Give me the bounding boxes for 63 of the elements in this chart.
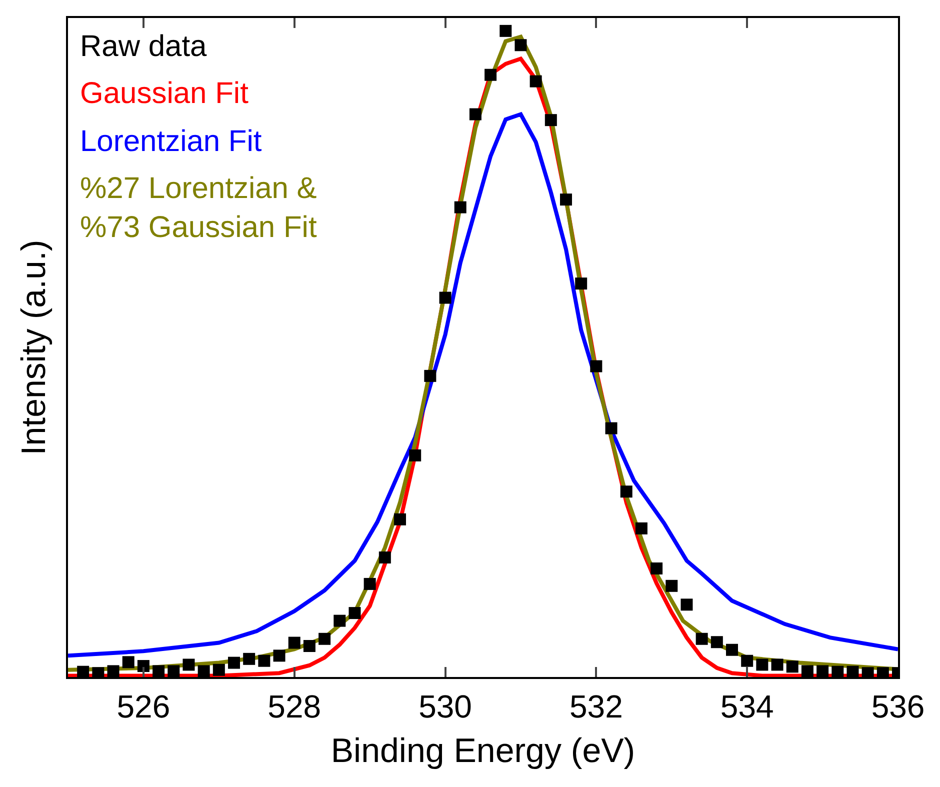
point bbox=[424, 370, 436, 382]
point bbox=[741, 654, 754, 667]
point bbox=[544, 114, 557, 126]
point bbox=[198, 665, 210, 677]
point bbox=[816, 665, 829, 677]
point bbox=[696, 632, 708, 645]
point bbox=[650, 562, 663, 574]
point bbox=[348, 607, 361, 620]
text: Gaussian Fit bbox=[80, 77, 250, 110]
x-tick-label: 530 bbox=[418, 688, 472, 724]
point bbox=[288, 636, 300, 649]
point bbox=[228, 656, 240, 669]
point bbox=[786, 660, 798, 673]
point bbox=[635, 522, 648, 534]
point bbox=[514, 39, 527, 52]
point bbox=[122, 656, 134, 668]
point bbox=[832, 666, 844, 677]
point bbox=[620, 486, 632, 498]
x-tick-label: 526 bbox=[116, 688, 170, 724]
point bbox=[484, 68, 497, 81]
point bbox=[77, 666, 90, 677]
point bbox=[152, 665, 165, 677]
point bbox=[394, 513, 406, 526]
point bbox=[364, 578, 376, 590]
point bbox=[575, 278, 588, 290]
point bbox=[334, 614, 346, 627]
x-tick-label: 536 bbox=[871, 688, 925, 724]
point bbox=[560, 194, 572, 206]
point bbox=[212, 664, 225, 676]
point bbox=[680, 598, 693, 611]
x-tick-label: 534 bbox=[720, 688, 774, 724]
point bbox=[409, 449, 422, 462]
text: %27 Lorentzian & %73 Gaussian Fit bbox=[80, 172, 318, 244]
y-axis-title: Intensity (a.u.) bbox=[15, 240, 54, 456]
point bbox=[710, 636, 723, 648]
point bbox=[318, 632, 331, 645]
point bbox=[590, 360, 602, 372]
point bbox=[303, 640, 316, 652]
point bbox=[258, 654, 270, 667]
point bbox=[666, 580, 678, 592]
point bbox=[846, 666, 859, 677]
point bbox=[137, 660, 150, 672]
point bbox=[182, 658, 195, 671]
point bbox=[756, 658, 768, 671]
point bbox=[469, 108, 482, 120]
point bbox=[605, 422, 618, 434]
point bbox=[530, 75, 542, 88]
point bbox=[168, 665, 180, 677]
x-tick-label: 532 bbox=[569, 688, 623, 724]
point bbox=[439, 292, 452, 304]
point bbox=[771, 658, 784, 671]
point bbox=[726, 644, 738, 656]
text: Lorentzian Fit bbox=[80, 125, 262, 158]
x-tick-label: 528 bbox=[268, 688, 322, 724]
point bbox=[273, 650, 286, 662]
x-axis-title: Binding Energy (eV) bbox=[330, 732, 636, 770]
point bbox=[454, 201, 466, 214]
point bbox=[378, 551, 391, 564]
point bbox=[500, 24, 512, 37]
point bbox=[107, 665, 120, 677]
point bbox=[243, 652, 256, 665]
text: Raw data bbox=[80, 30, 208, 63]
point bbox=[801, 665, 814, 677]
